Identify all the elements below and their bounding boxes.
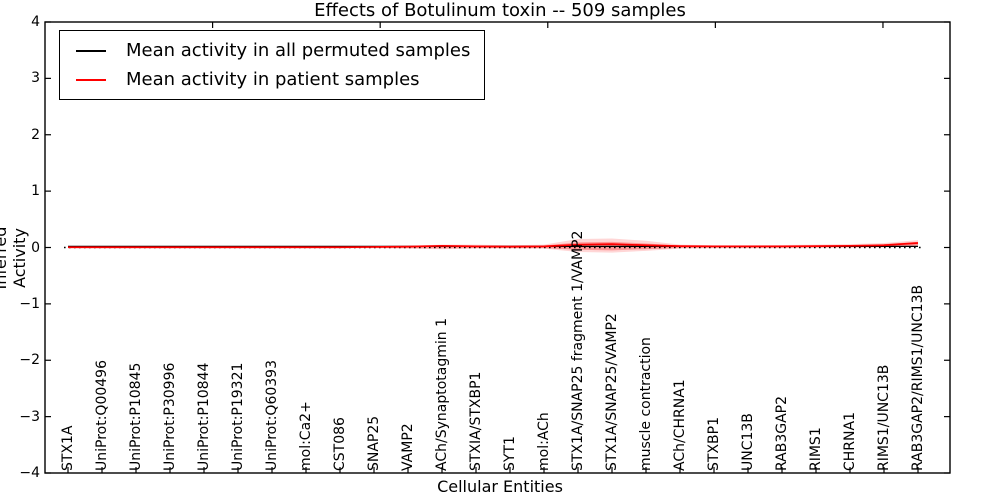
confidence-band-outer	[68, 238, 918, 253]
x-tick-label: STXIA/STXBP1	[468, 371, 484, 471]
y-tick-label: 1	[31, 183, 40, 200]
x-tick-label: STX1A/SNAP25 fragment 1/VAMP2	[570, 230, 586, 471]
legend-line-sample-permuted	[76, 49, 106, 52]
x-tick-label: ACh/Synaptotagmin 1	[434, 318, 450, 471]
x-tick-label: UniProt:Q60393	[264, 360, 280, 471]
x-tick-label: RIMS1/UNC13B	[876, 364, 892, 471]
y-tick-label: −1	[19, 295, 40, 312]
legend-item-patient: Mean activity in patient samples	[76, 67, 470, 92]
chart-title: Effects of Botulinum toxin -- 509 sample…	[314, 0, 686, 21]
y-tick-label: 0	[31, 239, 40, 256]
y-tick-label: 2	[31, 126, 40, 143]
x-tick-label: SNAP25	[366, 415, 382, 471]
x-tick-label: CHRNA1	[842, 412, 858, 471]
y-tick-label: −3	[19, 408, 40, 425]
x-tick-label: STX1A/SNAP25/VAMP2	[604, 313, 620, 471]
legend-line-sample-patient	[76, 78, 106, 81]
x-tick-label: mol:ACh	[536, 412, 552, 471]
x-tick-label: UniProt:P30996	[162, 362, 178, 471]
legend-item-permuted: Mean activity in all permuted samples	[76, 38, 470, 63]
x-tick-label: SYT1	[502, 436, 518, 471]
patient-mean-line	[68, 242, 919, 249]
x-tick-label: RAB3GAP2/RIMS1/UNC13B	[910, 284, 926, 471]
x-tick-label: mol:Ca2+	[298, 401, 314, 471]
x-tick-label: UniProt:Q00496	[94, 360, 110, 471]
legend-label-permuted: Mean activity in all permuted samples	[126, 40, 471, 61]
x-tick-label: STX1A	[60, 425, 76, 471]
x-axis-label: Cellular Entities	[437, 477, 563, 496]
x-tick-label: UniProt:P10845	[128, 362, 144, 471]
x-tick-label: VAMP2	[400, 423, 416, 471]
x-tick-label: RIMS1	[808, 427, 824, 471]
y-tick-label: 3	[31, 70, 40, 87]
x-tick-label: muscle contraction	[638, 337, 654, 471]
y-tick-label: −2	[19, 352, 40, 369]
y-tick-label: 4	[31, 14, 40, 30]
legend-label-patient: Mean activity in patient samples	[126, 69, 420, 90]
x-tick-label: UniProt:P19321	[230, 362, 246, 471]
x-tick-label: CST086	[332, 417, 348, 471]
x-tick-label: UniProt:P10844	[196, 362, 212, 471]
legend: Mean activity in all permuted samples Me…	[59, 30, 486, 100]
x-tick-label: RAB3GAP2	[774, 395, 790, 471]
x-tick-label: ACh/CHRNA1	[672, 379, 688, 471]
x-tick-label: UNC13B	[740, 413, 756, 471]
x-tick-label: STXBP1	[706, 417, 722, 471]
y-tick-label: −4	[19, 465, 40, 481]
